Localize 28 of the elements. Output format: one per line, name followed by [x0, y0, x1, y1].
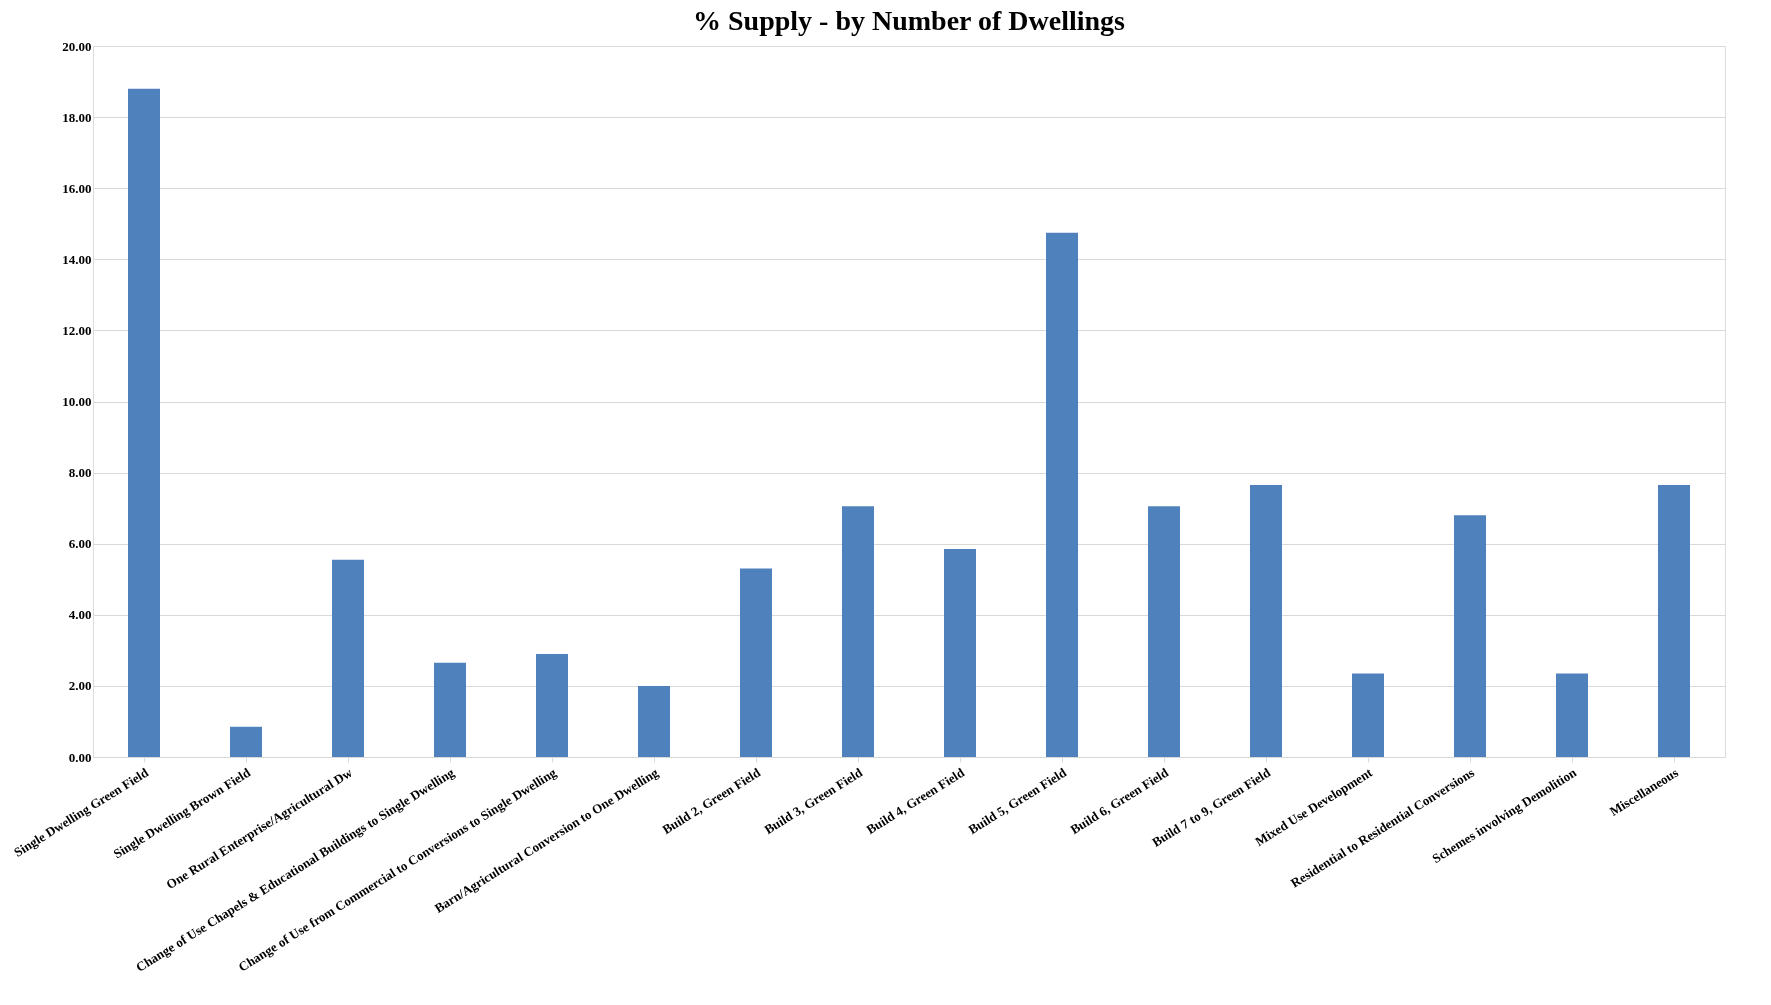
bar — [332, 559, 364, 757]
bar — [944, 549, 976, 757]
bar — [434, 662, 466, 757]
bar — [740, 568, 772, 757]
y-tick-label: 16.00 — [62, 180, 92, 196]
y-tick-label: 20.00 — [62, 38, 92, 54]
bar — [638, 685, 670, 757]
bar — [230, 726, 262, 757]
y-tick-label: 12.00 — [62, 322, 92, 338]
bar — [128, 88, 160, 757]
bar — [1658, 485, 1690, 757]
bar — [1556, 673, 1588, 757]
y-tick-label: 14.00 — [62, 251, 92, 267]
y-tick-label: 10.00 — [62, 394, 92, 409]
y-tick-label: 0.00 — [68, 749, 92, 765]
bar — [1352, 673, 1384, 757]
y-tick-label: 2.00 — [68, 678, 92, 694]
bar — [842, 506, 874, 757]
chart-title: % Supply - by Number of Dwellings — [692, 5, 1126, 36]
y-tick-label: 6.00 — [68, 536, 92, 552]
bar — [1250, 485, 1282, 757]
y-tick-label: 18.00 — [62, 109, 92, 125]
bar — [1454, 515, 1486, 757]
bar — [1148, 506, 1180, 757]
bar — [1046, 232, 1078, 757]
y-tick-label: 8.00 — [68, 465, 92, 481]
bar — [536, 653, 568, 757]
y-tick-label: 4.00 — [68, 607, 92, 623]
